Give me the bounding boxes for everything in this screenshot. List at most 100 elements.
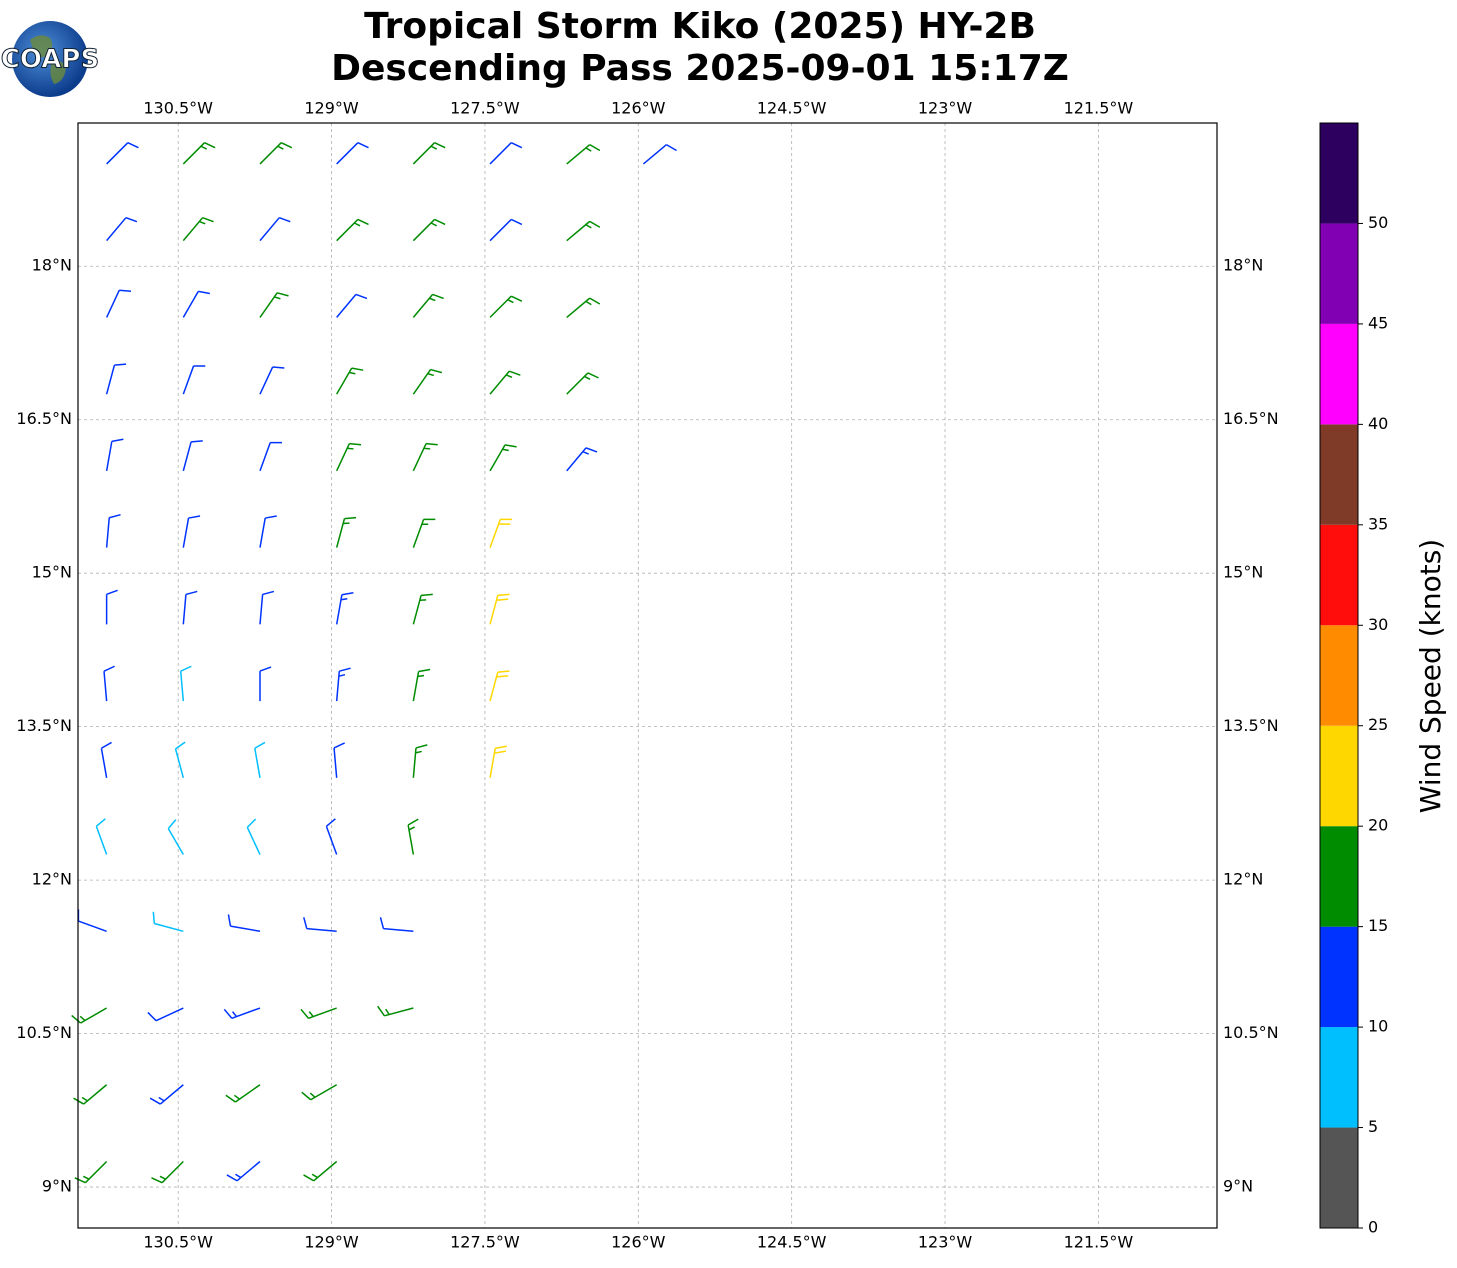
wind-barb <box>412 368 443 395</box>
wind-barb <box>336 367 364 395</box>
x-tick-label: 124.5°W <box>757 1233 827 1252</box>
wind-barb <box>566 447 598 472</box>
colorbar-segment <box>1320 424 1358 525</box>
y-tick-label: 10.5°N <box>1223 1023 1279 1042</box>
wind-barb <box>489 142 523 165</box>
wind-barb <box>103 665 115 702</box>
logo-text: COAPS <box>1 45 99 75</box>
y-tick-label: 16.5°N <box>1223 409 1279 428</box>
colorbar-segment <box>1320 223 1358 324</box>
wind-barb <box>147 1007 184 1022</box>
y-tick-label: 16.5°N <box>16 409 72 428</box>
colorbar-segment <box>1320 725 1358 827</box>
wind-barb <box>412 442 438 472</box>
wind-barb <box>182 142 216 165</box>
wind-barb <box>95 818 108 855</box>
wind-barb <box>149 1084 184 1105</box>
colorbar-segment <box>1320 524 1358 626</box>
wind-barb <box>106 216 138 242</box>
wind-barb <box>303 917 337 933</box>
wind-barb <box>182 290 210 318</box>
wind-barb <box>182 216 214 242</box>
wind-barb <box>105 438 124 472</box>
wind-barb <box>174 741 186 779</box>
map-frame <box>77 122 1218 1229</box>
grid <box>78 123 1217 1228</box>
colorbar-tick-label: 15 <box>1368 916 1388 935</box>
wind-barb <box>71 1007 108 1024</box>
wind-barb <box>225 1084 261 1103</box>
colorbar-tick-label: 50 <box>1368 213 1388 232</box>
wind-barb <box>77 909 107 932</box>
x-tick-label: 121.5°W <box>1064 1233 1134 1252</box>
x-tick-label: 126°W <box>611 99 666 118</box>
wind-barb <box>223 1007 261 1019</box>
wind-barb <box>259 666 272 702</box>
x-tick-label: 123°W <box>918 1233 973 1252</box>
wind-barb <box>246 818 261 855</box>
wind-barb <box>379 917 414 933</box>
x-tick-label: 126°W <box>611 1233 666 1252</box>
y-tick-label: 15°N <box>1223 563 1263 582</box>
x-tick-label: 121.5°W <box>1064 99 1134 118</box>
wind-barb <box>566 297 601 318</box>
wind-barb <box>489 518 513 548</box>
wind-barb <box>259 366 285 395</box>
colorbar-segment <box>1320 1127 1358 1228</box>
y-tick-label: 18°N <box>32 256 72 275</box>
y-tick-label: 15°N <box>32 563 72 582</box>
wind-barb <box>182 590 198 625</box>
wind-barb <box>151 1160 184 1184</box>
chart-subtitle: Descending Pass 2025-09-01 15:17Z <box>331 48 1069 89</box>
colorbar-tick-label: 10 <box>1368 1017 1388 1036</box>
wind-barb <box>642 143 677 165</box>
colorbar-segment <box>1320 323 1358 425</box>
wind-barb <box>74 1160 108 1184</box>
colorbar: 0 5 10 15 20 25 30 35 40 45 50 <box>1319 122 1388 1237</box>
wind-barb <box>105 513 121 548</box>
y-tick-label: 12°N <box>32 870 72 889</box>
wind-barb <box>566 143 601 165</box>
logo: COAPS <box>0 21 100 97</box>
colorbar-segment <box>1320 123 1358 224</box>
wind-barb <box>105 363 127 395</box>
colorbar-segment <box>1320 926 1358 1028</box>
x-tick-label: 130.5°W <box>143 1233 213 1252</box>
wind-barb <box>259 142 293 165</box>
wind-barb <box>259 441 282 472</box>
wind-barb <box>259 590 275 625</box>
wind-barb <box>259 515 277 548</box>
wind-barb <box>412 218 446 242</box>
logo-land <box>30 35 66 84</box>
wind-barb <box>412 744 428 778</box>
wind-barb <box>303 1160 338 1182</box>
wind-barb <box>182 440 203 472</box>
wind-barb <box>566 220 601 242</box>
colorbar-segment <box>1320 625 1358 726</box>
colorbar-tick-label: 45 <box>1368 313 1388 332</box>
wind-barb <box>489 370 521 395</box>
wind-barb <box>412 518 436 548</box>
y-tick-label: 9°N <box>42 1177 72 1196</box>
wind-barb <box>325 818 338 855</box>
wind-barb <box>167 819 184 855</box>
wind-barb <box>335 516 357 548</box>
y-tick-label: 13.5°N <box>1223 716 1279 735</box>
y-tick-label: 9°N <box>1223 1177 1253 1196</box>
chart-title: Tropical Storm Kiko (2025) HY-2B <box>364 6 1036 47</box>
wind-barb <box>489 444 517 472</box>
wind-barb <box>412 142 446 165</box>
colorbar-segment <box>1320 1027 1358 1128</box>
y-tick-label: 18°N <box>1223 256 1263 275</box>
wind-barb <box>412 593 433 625</box>
wind-barb <box>566 372 599 395</box>
barbs <box>71 142 677 1184</box>
wind-barb <box>335 442 362 472</box>
colorbar-tick-label: 20 <box>1368 816 1388 835</box>
colorbar-segment <box>1320 826 1358 927</box>
colorbar-tick-label: 25 <box>1368 715 1388 734</box>
y-tick-label: 12°N <box>1223 870 1263 889</box>
wind-barb <box>335 667 351 702</box>
wind-barb <box>377 1005 414 1017</box>
colorbar-tick-label: 30 <box>1368 615 1388 634</box>
